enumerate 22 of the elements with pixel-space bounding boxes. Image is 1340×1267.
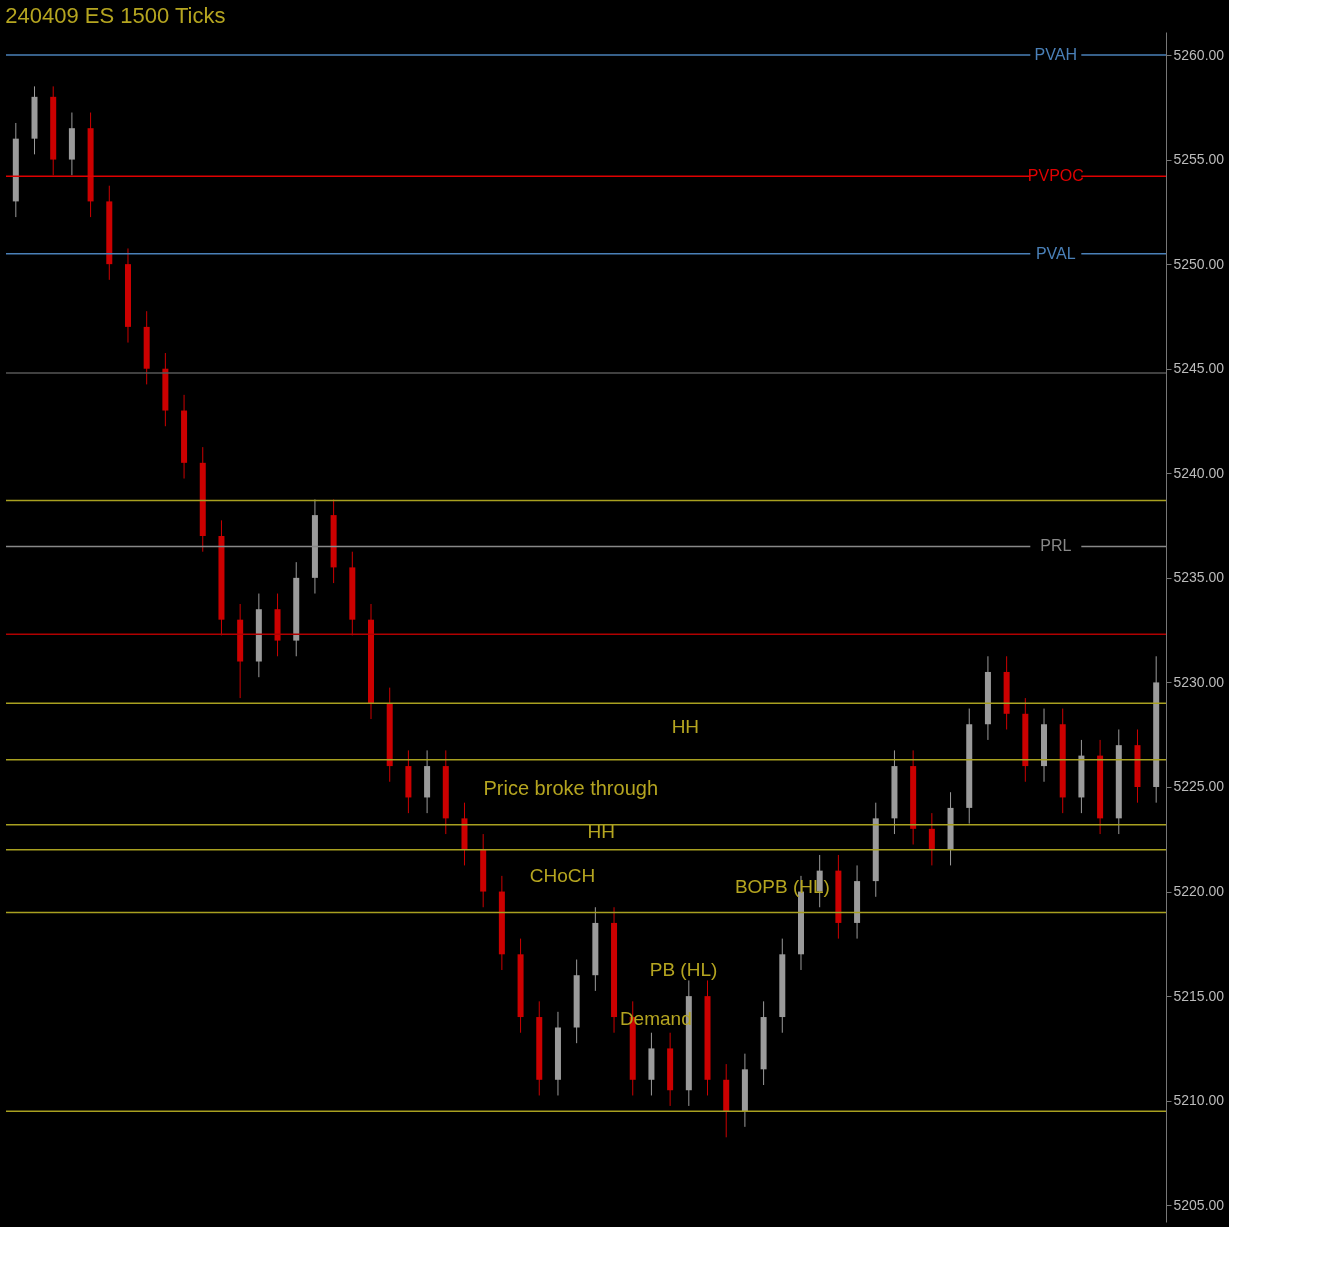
annotation: HH [671,716,700,738]
y-tick-label: 5220.00 [1173,883,1225,900]
annotation: Price broke through [483,777,659,800]
y-tick-label: 5225.00 [1173,778,1225,795]
y-tick-label: 5255.00 [1173,151,1225,168]
y-tick-label: 5215.00 [1173,987,1225,1004]
annotation: HH [587,821,615,843]
ref-line-label: PRL [1040,537,1072,555]
ref-line-label: PVAL [1035,244,1076,262]
y-tick-label: 5260.00 [1173,46,1225,63]
chart-title: 240409 ES 1500 Ticks [5,3,226,28]
annotation: PB (HL) [649,959,718,981]
ref-line-label: PVPOC [1027,167,1084,185]
y-tick-label: 5230.00 [1173,673,1225,690]
y-tick-label: 5210.00 [1173,1092,1225,1109]
y-tick-label: 5250.00 [1173,255,1225,272]
y-tick-label: 5205.00 [1173,1196,1225,1213]
y-tick-label: 5245.00 [1173,360,1225,377]
ref-line-label: PVAH [1034,46,1077,64]
y-tick-label: 5240.00 [1173,464,1225,481]
annotation: CHoCH [529,865,596,887]
y-tick-label: 5235.00 [1173,569,1225,586]
